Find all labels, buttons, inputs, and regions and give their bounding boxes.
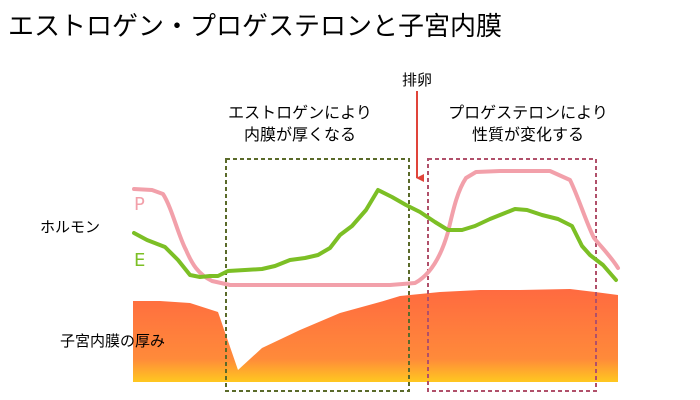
estrogen-series-letter: E [134,250,145,271]
hormone-axis-label: ホルモン [40,218,100,236]
progesterone-curve [132,169,620,287]
progesterone-phase-note-line2: 性質が変化する [472,125,584,144]
endometrium-axis-label: 子宮内膜の厚み [60,332,165,350]
progesterone-series-letter: P [134,194,145,215]
estrogen-curve [132,188,618,282]
progesterone-phase-note-line1: プロゲステロンにより [448,103,608,122]
estrogen-phase-box [225,158,410,392]
endometrium-thickness-area [133,289,618,382]
estrogen-phase-note-line2: 内膜が厚くなる [244,125,356,144]
progesterone-phase-box [427,158,597,392]
page-title: エストロゲン・プロゲステロンと子宮内膜 [8,12,502,42]
ovulation-label: 排卵 [402,71,432,89]
estrogen-phase-note-line1: エストロゲンにより [228,103,372,122]
